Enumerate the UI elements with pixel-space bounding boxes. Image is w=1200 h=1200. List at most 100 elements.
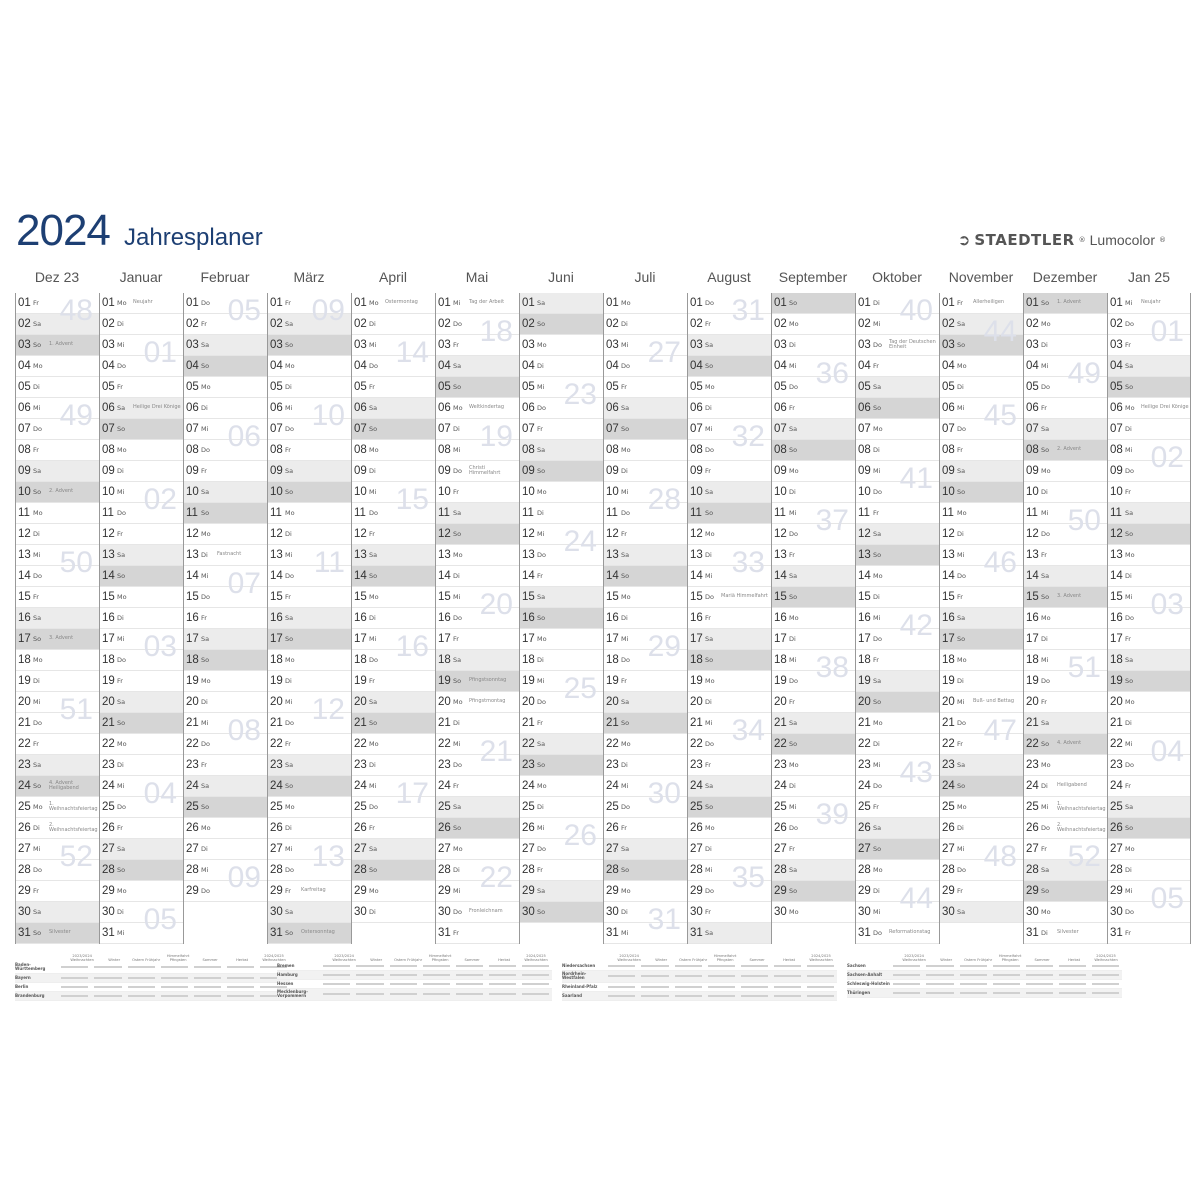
day-cell[interactable]: 31 Di Silvester [1024, 923, 1107, 944]
day-cell[interactable]: 31 Sa [688, 923, 771, 944]
day-cell[interactable]: 07 So [604, 419, 687, 440]
day-cell[interactable]: 08 Do [184, 440, 267, 461]
day-cell[interactable]: 27 Sa [100, 839, 183, 860]
day-cell[interactable]: 11 Do [352, 503, 435, 524]
day-cell[interactable]: 11 Do [604, 503, 687, 524]
day-cell[interactable]: 15 So 3. Advent [1024, 587, 1107, 608]
day-cell[interactable]: 27 Do [520, 839, 603, 860]
day-cell[interactable]: 08 Fr [268, 440, 351, 461]
day-cell[interactable]: 02 Fr [184, 314, 267, 335]
day-cell[interactable]: 20 Mi [16, 692, 99, 713]
day-cell[interactable]: 06 Sa Heilige Drei Könige [100, 398, 183, 419]
day-cell[interactable]: 09 Sa [940, 461, 1023, 482]
day-cell[interactable]: 25 Sa [436, 797, 519, 818]
day-cell[interactable]: 10 So [940, 482, 1023, 503]
day-cell[interactable]: 26 Do 2. Weihnachtsfeiertag [1024, 818, 1107, 839]
day-cell[interactable]: 27 Sa [604, 839, 687, 860]
day-cell[interactable]: 18 Mo [268, 650, 351, 671]
day-cell[interactable]: 02 Di [604, 314, 687, 335]
day-cell[interactable]: 03 Sa [184, 335, 267, 356]
day-cell[interactable]: 29 Mo [352, 881, 435, 902]
day-cell[interactable]: 20 Di [688, 692, 771, 713]
day-cell[interactable]: 10 Di [772, 482, 855, 503]
day-cell[interactable]: 15 Do Mariä Himmelfahrt [688, 587, 771, 608]
day-cell[interactable]: 16 Sa [268, 608, 351, 629]
day-cell[interactable]: 02 Di [100, 314, 183, 335]
day-cell[interactable]: 09 Sa [16, 461, 99, 482]
day-cell[interactable]: 19 Do [1024, 671, 1107, 692]
day-cell[interactable]: 20 So [856, 692, 939, 713]
day-cell[interactable]: 22 Mo [100, 734, 183, 755]
day-cell[interactable]: 02 Mo [1024, 314, 1107, 335]
day-cell[interactable]: 06 Do [520, 398, 603, 419]
day-cell[interactable]: 07 Do [268, 419, 351, 440]
day-cell[interactable]: 13 Fr [772, 545, 855, 566]
day-cell[interactable]: 01 So 1. Advent [1024, 293, 1107, 314]
day-cell[interactable]: 07 Do [16, 419, 99, 440]
day-cell[interactable]: 19 Di [16, 671, 99, 692]
day-cell[interactable]: 10 Mo [520, 482, 603, 503]
day-cell[interactable]: 29 Mi [1108, 881, 1190, 902]
day-cell[interactable]: 14 Do [940, 566, 1023, 587]
day-cell[interactable]: 12 Fr [100, 524, 183, 545]
day-cell[interactable]: 08 Mo [352, 440, 435, 461]
day-cell[interactable]: 26 Fr [604, 818, 687, 839]
day-cell[interactable]: 01 Sa [520, 293, 603, 314]
day-cell[interactable]: 05 Do [772, 377, 855, 398]
day-cell[interactable]: 27 Fr [1024, 839, 1107, 860]
day-cell[interactable]: 29 Mo [100, 881, 183, 902]
day-cell[interactable]: 03 So [268, 335, 351, 356]
day-cell[interactable]: 04 Di [520, 356, 603, 377]
day-cell[interactable]: 24 Fr [1108, 776, 1190, 797]
day-cell[interactable]: 06 Di [184, 398, 267, 419]
day-cell[interactable]: 20 Fr [1024, 692, 1107, 713]
day-cell[interactable]: 27 Mo [436, 839, 519, 860]
day-cell[interactable]: 01 Mo Ostermontag [352, 293, 435, 314]
day-cell[interactable]: 30 Di [604, 902, 687, 923]
day-cell[interactable]: 06 Mo Weltkindertag [436, 398, 519, 419]
day-cell[interactable]: 14 So [604, 566, 687, 587]
day-cell[interactable]: 26 Fr [352, 818, 435, 839]
day-cell[interactable]: 16 Mi [856, 608, 939, 629]
day-cell[interactable]: 15 Mo [352, 587, 435, 608]
day-cell[interactable]: 25 Mo [268, 797, 351, 818]
day-cell[interactable]: 08 Mi [1108, 440, 1190, 461]
day-cell[interactable]: 08 So 2. Advent [1024, 440, 1107, 461]
day-cell[interactable]: 19 Mo [184, 671, 267, 692]
day-cell[interactable]: 30 Sa [940, 902, 1023, 923]
day-cell[interactable]: 22 Do [184, 734, 267, 755]
day-cell[interactable]: 24 So [268, 776, 351, 797]
day-cell[interactable]: 24 Mi [100, 776, 183, 797]
day-cell[interactable]: 18 Mi [1024, 650, 1107, 671]
day-cell[interactable]: 30 Mo [1024, 902, 1107, 923]
day-cell[interactable]: 13 Mi [16, 545, 99, 566]
day-cell[interactable]: 30 So [520, 902, 603, 923]
day-cell[interactable]: 23 Fr [184, 755, 267, 776]
day-cell[interactable]: 11 Mi [772, 503, 855, 524]
day-cell[interactable]: 10 So 2. Advent [16, 482, 99, 503]
day-cell[interactable]: 28 Sa [772, 860, 855, 881]
day-cell[interactable]: 23 Di [352, 755, 435, 776]
day-cell[interactable]: 05 Fr [604, 377, 687, 398]
day-cell[interactable]: 20 Sa [604, 692, 687, 713]
day-cell[interactable]: 15 Fr [16, 587, 99, 608]
day-cell[interactable]: 06 Mo Heilige Drei Könige [1108, 398, 1190, 419]
day-cell[interactable]: 17 Do [856, 629, 939, 650]
day-cell[interactable]: 19 Fr [100, 671, 183, 692]
day-cell[interactable]: 05 Fr [100, 377, 183, 398]
day-cell[interactable]: 03 Do Tag der Deutschen Einheit [856, 335, 939, 356]
day-cell[interactable]: 06 Mi [940, 398, 1023, 419]
day-cell[interactable]: 24 Fr [436, 776, 519, 797]
day-cell[interactable]: 16 Di [604, 608, 687, 629]
day-cell[interactable]: 20 Fr [772, 692, 855, 713]
day-cell[interactable]: 21 Sa [1024, 713, 1107, 734]
day-cell[interactable]: 12 Fr [604, 524, 687, 545]
day-cell[interactable]: 03 So 1. Advent [16, 335, 99, 356]
day-cell[interactable]: 30 Di [352, 902, 435, 923]
day-cell[interactable]: 26 Di [940, 818, 1023, 839]
day-cell[interactable]: 29 Mo [604, 881, 687, 902]
day-cell[interactable]: 25 Do [100, 797, 183, 818]
day-cell[interactable]: 17 Fr [436, 629, 519, 650]
day-cell[interactable]: 08 Mo [604, 440, 687, 461]
day-cell[interactable]: 14 Fr [520, 566, 603, 587]
